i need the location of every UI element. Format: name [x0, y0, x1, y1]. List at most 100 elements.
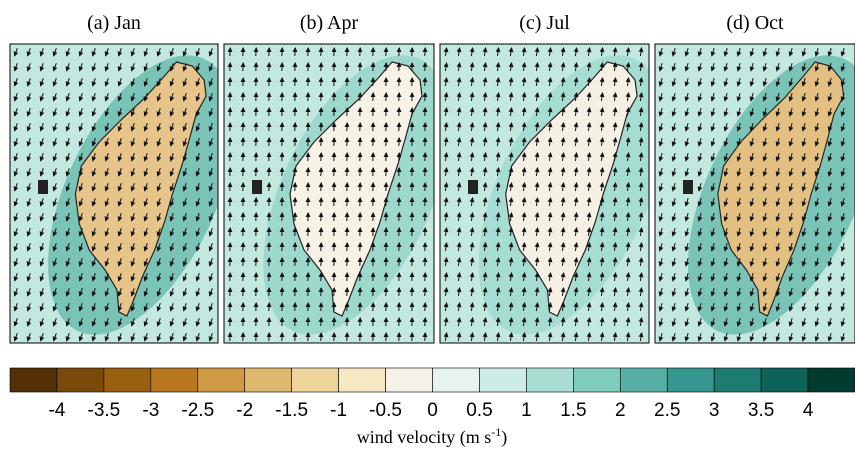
wind-arrow: [547, 227, 553, 237]
wind-arrow: [775, 108, 781, 117]
wind-arrow: [52, 138, 58, 147]
wind-arrow: [801, 63, 807, 72]
wind-arrow: [495, 107, 501, 117]
wind-arrow: [208, 333, 214, 342]
wind-arrow: [482, 317, 488, 327]
wind-arrow: [104, 108, 110, 117]
wind-arrow: [586, 302, 592, 312]
wind-arrow: [762, 123, 768, 132]
wind-arrow: [814, 288, 820, 297]
wind-arrow: [143, 213, 149, 222]
wind-arrow: [762, 303, 768, 312]
wind-arrow: [658, 288, 664, 297]
wind-arrow: [658, 258, 664, 267]
wind-arrow: [78, 258, 84, 267]
wind-arrow: [456, 107, 462, 117]
wind-arrow: [104, 63, 110, 72]
wind-arrow: [130, 258, 136, 267]
wind-arrow: [495, 62, 501, 72]
wind-arrow: [658, 123, 664, 132]
wind-arrow: [801, 138, 807, 147]
wind-arrow: [495, 227, 501, 237]
wind-arrow: [482, 107, 488, 117]
wind-arrow: [710, 303, 716, 312]
wind-arrow: [13, 78, 19, 87]
color-box: [385, 367, 433, 393]
wind-arrow: [469, 92, 475, 102]
wind-arrow: [482, 182, 488, 192]
wind-arrow: [443, 302, 449, 312]
wind-arrow: [156, 48, 162, 57]
wind-arrow: [508, 227, 514, 237]
wind-arrow: [26, 333, 32, 342]
wind-arrow: [78, 93, 84, 102]
colorbar-tick-label: -2: [236, 400, 253, 421]
wind-arrow: [573, 227, 579, 237]
wind-arrow: [195, 228, 201, 237]
wind-arrow: [599, 212, 605, 222]
wind-arrow: [521, 302, 527, 312]
wind-arrow: [573, 47, 579, 57]
wind-arrow: [684, 138, 690, 147]
wind-arrow: [697, 48, 703, 57]
wind-arrow: [599, 287, 605, 297]
wind-arrow: [840, 243, 846, 252]
wind-arrow: [775, 333, 781, 342]
wind-arrow: [195, 303, 201, 312]
wind-arrow: [827, 78, 833, 87]
wind-arrow: [130, 93, 136, 102]
wind-arrow: [65, 318, 71, 327]
wind-arrow: [612, 332, 618, 342]
wind-arrow: [599, 77, 605, 87]
wind-arrow: [104, 243, 110, 252]
wind-arrow: [638, 227, 644, 237]
wind-arrow: [469, 212, 475, 222]
wind-arrow: [749, 303, 755, 312]
wind-arrow: [182, 93, 188, 102]
wind-arrow: [182, 168, 188, 177]
wind-arrow: [443, 62, 449, 72]
wind-arrow: [599, 182, 605, 192]
wind-arrow: [534, 77, 540, 87]
wind-arrow: [658, 273, 664, 282]
wind-arrow: [723, 153, 729, 162]
wind-arrow: [560, 107, 566, 117]
wind-arrow: [495, 302, 501, 312]
wind-arrow: [208, 48, 214, 57]
wind-arrow: [762, 78, 768, 87]
wind-arrow: [443, 257, 449, 267]
wind-arrow: [456, 257, 462, 267]
wind-arrow: [788, 318, 794, 327]
wind-arrow: [52, 288, 58, 297]
wind-arrow: [208, 108, 214, 117]
wind-arrow: [736, 258, 742, 267]
wind-arrow: [560, 242, 566, 252]
wind-arrow: [521, 332, 527, 342]
wind-arrow: [156, 153, 162, 162]
wind-arrow: [801, 318, 807, 327]
wind-arrow: [26, 108, 32, 117]
wind-arrow: [208, 213, 214, 222]
wind-arrow: [26, 303, 32, 312]
wind-arrow: [710, 288, 716, 297]
wind-arrow: [117, 93, 123, 102]
wind-arrow: [586, 92, 592, 102]
wind-arrow: [65, 303, 71, 312]
wind-arrow: [625, 47, 631, 57]
wind-arrow: [710, 93, 716, 102]
color-box: [150, 367, 199, 393]
wind-arrow: [560, 287, 566, 297]
wind-arrow: [52, 198, 58, 207]
wind-arrow: [13, 123, 19, 132]
wind-arrow: [78, 213, 84, 222]
wind-arrow: [52, 303, 58, 312]
wind-arrow: [788, 48, 794, 57]
wind-arrow: [671, 48, 677, 57]
wind-arrow: [169, 333, 175, 342]
wind-arrow: [26, 123, 32, 132]
wind-arrow: [547, 197, 553, 207]
wind-arrow: [697, 318, 703, 327]
wind-arrow: [208, 228, 214, 237]
wind-arrow: [671, 78, 677, 87]
wind-arrow: [182, 63, 188, 72]
